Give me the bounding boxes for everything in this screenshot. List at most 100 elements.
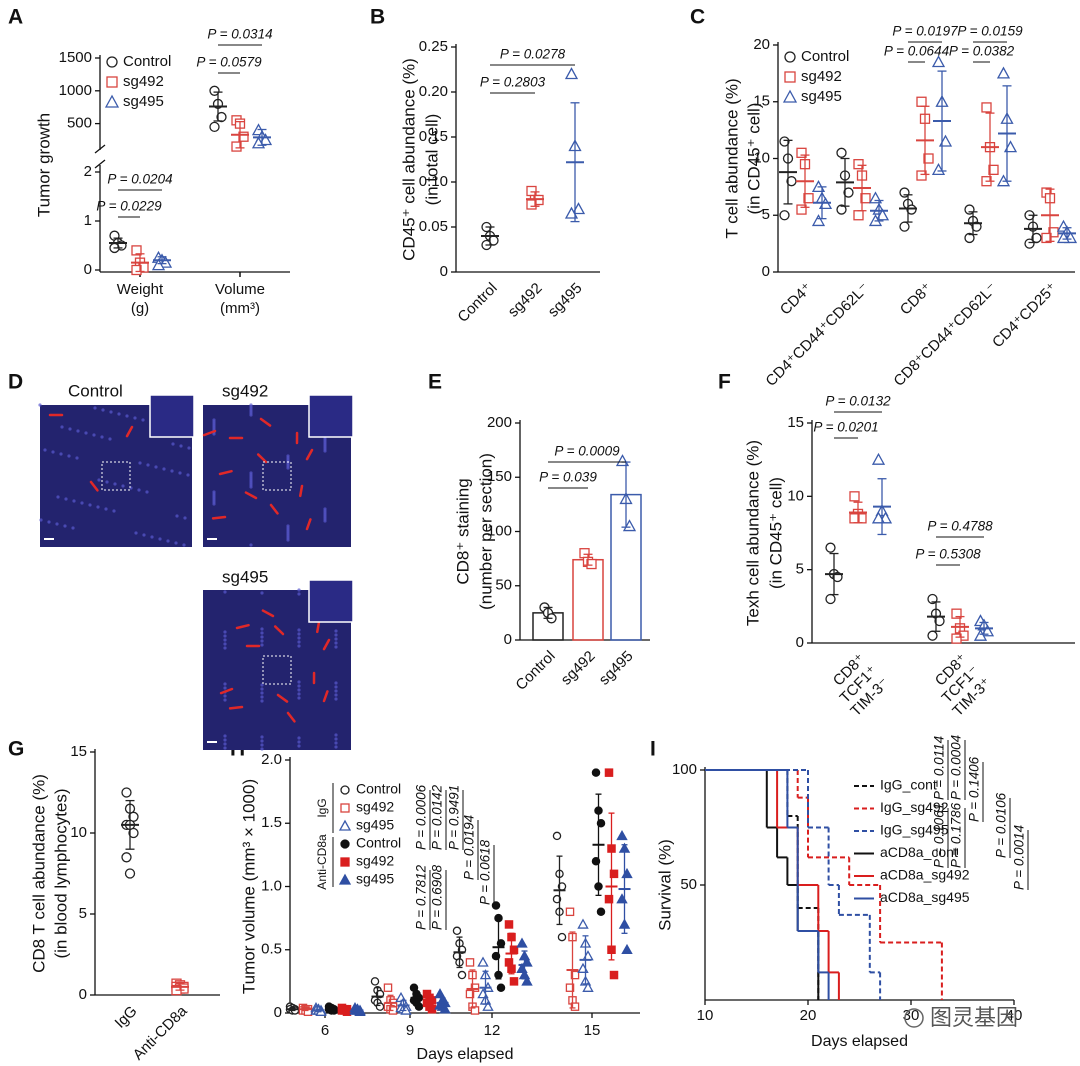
nucleus-speckle bbox=[186, 473, 190, 477]
nucleus-speckle bbox=[223, 638, 227, 642]
marker bbox=[849, 491, 860, 502]
marker bbox=[106, 56, 118, 68]
p-value: P = 0.0009 bbox=[554, 444, 620, 459]
marker bbox=[209, 121, 220, 133]
marker bbox=[439, 1003, 451, 1014]
nucleus-speckle bbox=[125, 414, 129, 418]
nucleus-speckle bbox=[113, 482, 117, 486]
marker bbox=[482, 1000, 494, 1011]
marker bbox=[504, 920, 514, 929]
marker bbox=[779, 210, 790, 221]
y-axis-label: T cell abundance (%) bbox=[722, 78, 741, 238]
marker bbox=[1056, 231, 1071, 244]
nucleus-speckle bbox=[223, 590, 227, 594]
nucleus-speckle bbox=[260, 735, 264, 739]
nucleus-speckle bbox=[158, 537, 162, 541]
legend-label: Control bbox=[356, 781, 401, 797]
p-value: P = 0.7812 bbox=[414, 864, 429, 930]
nucleus-speckle bbox=[138, 461, 142, 465]
nucleus-speckle bbox=[63, 524, 67, 528]
marker bbox=[923, 153, 934, 164]
p-value: P = 0.0278 bbox=[500, 47, 566, 62]
nucleus-speckle bbox=[249, 403, 253, 407]
nucleus-speckle bbox=[260, 683, 264, 687]
p-value: P = 0.0618 bbox=[478, 839, 493, 905]
nucleus-speckle bbox=[133, 416, 137, 420]
y-axis-label: (in CD45⁺ cell) bbox=[744, 103, 763, 215]
marker bbox=[516, 937, 528, 948]
marker bbox=[131, 264, 142, 276]
nucleus-speckle bbox=[183, 516, 187, 520]
cd8-signal bbox=[305, 518, 312, 531]
y-tick-label: 1.5 bbox=[261, 814, 282, 831]
panel-letter: A bbox=[8, 6, 23, 29]
marker bbox=[803, 193, 814, 204]
nucleus-speckle bbox=[297, 696, 301, 700]
p-value: P = 0.0004 bbox=[949, 735, 964, 800]
marker bbox=[596, 907, 606, 917]
nucleus-speckle bbox=[76, 429, 80, 433]
y-axis-label: Tumor volume (mm³ × 1000) bbox=[239, 779, 258, 994]
nucleus-speckle bbox=[93, 406, 97, 410]
marker bbox=[231, 141, 242, 152]
y-tick-label: 0.15 bbox=[419, 128, 448, 145]
legend-label: IgG_sg495 bbox=[880, 822, 949, 838]
inset bbox=[308, 579, 354, 623]
p-value: P = 0.0159 bbox=[957, 24, 1023, 39]
legend-label: sg495 bbox=[123, 93, 164, 110]
marker bbox=[871, 511, 886, 524]
cd8-signal bbox=[261, 609, 275, 618]
marker bbox=[564, 67, 579, 80]
y-tick-label: 5 bbox=[762, 206, 770, 223]
p-value: P = 0.0229 bbox=[96, 199, 162, 214]
nucleus-speckle bbox=[260, 695, 264, 699]
marker bbox=[906, 204, 917, 215]
marker bbox=[609, 869, 619, 879]
p-value: P = 0.0579 bbox=[196, 55, 262, 70]
marker bbox=[565, 907, 575, 917]
nucleus-speckle bbox=[108, 437, 112, 441]
panel-letter: C bbox=[690, 6, 705, 29]
p-value: P = 0.0197 bbox=[892, 24, 958, 39]
panel-letter: F bbox=[718, 371, 731, 394]
nucleus-speckle bbox=[297, 740, 301, 744]
p-value: P = 0.9491 bbox=[447, 785, 462, 850]
marker bbox=[1041, 232, 1052, 244]
x-tick-label: 6 bbox=[321, 1022, 329, 1039]
p-value: P = 0.1061 bbox=[932, 803, 947, 868]
cd8-signal bbox=[211, 515, 227, 520]
marker bbox=[121, 852, 132, 863]
y-axis-label: Survival (%) bbox=[655, 839, 674, 931]
panel-letter: I bbox=[650, 738, 656, 761]
p-value: P = 0.0194 bbox=[462, 815, 477, 880]
x-axis-label: Days elapsed bbox=[417, 1046, 514, 1063]
y-tick-label: 1 bbox=[84, 212, 92, 229]
marker bbox=[981, 102, 992, 113]
legend-label: aCD8a_sg492 bbox=[880, 867, 970, 883]
nucleus-speckle bbox=[334, 681, 338, 685]
nucleus-speckle bbox=[88, 503, 92, 507]
nucleus-speckle bbox=[323, 507, 327, 511]
nucleus-speckle bbox=[112, 509, 116, 513]
nucleus-speckle bbox=[297, 640, 301, 644]
legend-label: Control bbox=[123, 53, 171, 70]
x-tick-label: 40 bbox=[1006, 1007, 1023, 1024]
marker bbox=[121, 787, 132, 798]
y-axis-label: (in blood lymphocytes) bbox=[51, 788, 70, 958]
legend-label: Control bbox=[801, 48, 849, 65]
marker bbox=[616, 829, 628, 841]
nucleus-speckle bbox=[174, 541, 178, 545]
nucleus-speckle bbox=[223, 634, 227, 638]
p-value: P = 0.0114 bbox=[932, 736, 947, 800]
nucleus-speckle bbox=[334, 689, 338, 693]
nucleus-speckle bbox=[80, 501, 84, 505]
y-tick-label: 500 bbox=[67, 115, 92, 132]
nucleus-speckle bbox=[38, 403, 42, 407]
p-value: P = 0.0382 bbox=[949, 44, 1015, 59]
x-tick-label: Weight bbox=[117, 281, 164, 298]
cd8-signal bbox=[244, 491, 258, 500]
marker bbox=[128, 827, 139, 839]
nucleus-speckle bbox=[334, 685, 338, 689]
nucleus-speckle bbox=[223, 646, 227, 650]
